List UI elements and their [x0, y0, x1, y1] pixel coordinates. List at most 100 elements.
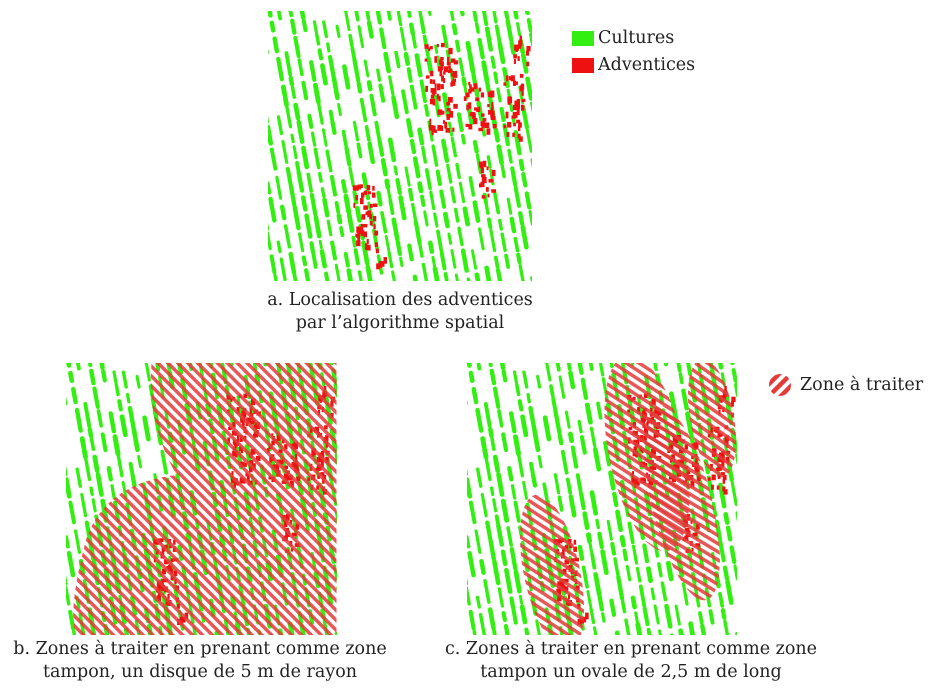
- weed-spot: [359, 198, 364, 205]
- crop-segment: [504, 253, 511, 269]
- crop-segment: [592, 626, 598, 635]
- crop-segment: [700, 623, 707, 635]
- crop-segment: [354, 205, 362, 223]
- weed-spot: [486, 128, 491, 135]
- crop-segment: [484, 265, 492, 281]
- crop-segment: [280, 84, 288, 98]
- crop-segment: [89, 486, 94, 497]
- crop-segment: [504, 567, 513, 594]
- weed-spot: [711, 484, 714, 490]
- weed-spot: [730, 401, 734, 407]
- crop-segment: [269, 20, 276, 33]
- crop-segment: [489, 368, 497, 386]
- crop-segment: [306, 172, 313, 193]
- crop-segment: [68, 609, 76, 631]
- crop-segment: [319, 249, 328, 269]
- weed-spot: [436, 93, 439, 100]
- crop-segment: [481, 124, 487, 137]
- crop-segment: [619, 534, 626, 548]
- crop-segment: [421, 145, 428, 164]
- crop-segment: [595, 518, 600, 530]
- weed-localisation-map: [268, 11, 532, 281]
- crop-segment: [309, 241, 316, 254]
- weed-spot: [447, 97, 453, 103]
- crop-segment: [110, 484, 116, 500]
- treatment-zone-oval: [687, 363, 737, 478]
- crop-segment: [378, 83, 386, 103]
- weed-spot: [434, 56, 438, 63]
- crop-segment: [272, 36, 280, 54]
- crop-segment: [376, 68, 382, 82]
- crop-segment: [414, 53, 423, 78]
- crop-segment: [450, 136, 458, 158]
- crop-segment: [510, 484, 517, 500]
- weed-spot: [441, 75, 444, 82]
- crop-segment: [560, 449, 569, 475]
- crop-segment: [356, 81, 363, 94]
- crop-segment: [492, 189, 501, 215]
- weed-spot: [716, 485, 720, 490]
- crop-segment: [486, 217, 493, 230]
- weed-spot: [436, 44, 439, 48]
- crop-segment: [502, 66, 510, 89]
- crop-segment: [411, 34, 417, 49]
- crop-segment: [137, 455, 143, 469]
- crop-segment: [551, 397, 557, 411]
- crop-segment: [509, 596, 516, 610]
- crop-segment: [490, 437, 496, 451]
- crop-segment: [395, 177, 402, 196]
- weed-spot: [723, 474, 727, 481]
- crop-segment: [513, 569, 522, 594]
- crop-segment: [344, 11, 351, 32]
- weed-spot: [366, 185, 371, 191]
- weed-spot: [440, 42, 445, 48]
- weed-spot: [473, 83, 478, 90]
- crop-segment: [66, 363, 72, 368]
- crop-segment: [492, 629, 497, 635]
- crop-segment: [310, 131, 317, 147]
- crop-segment: [723, 619, 730, 635]
- weed-spot: [375, 248, 379, 254]
- crop-segment: [449, 11, 455, 21]
- crop-segment: [426, 55, 434, 75]
- crop-segment: [468, 176, 476, 197]
- crop-segment: [500, 498, 510, 523]
- crop-segment: [725, 579, 734, 605]
- crop-segment: [557, 495, 564, 512]
- crop-segment: [317, 102, 324, 125]
- crop-segment: [509, 216, 517, 234]
- crop-segment: [460, 248, 469, 273]
- weed-spot: [481, 174, 486, 178]
- crop-segment: [653, 363, 658, 372]
- crop-segment: [74, 407, 83, 433]
- crop-segment: [517, 399, 524, 412]
- crop-segment: [586, 532, 593, 544]
- crop-segment: [492, 11, 498, 24]
- crop-segment: [467, 477, 473, 499]
- crop-segment: [412, 156, 421, 179]
- weed-spot: [514, 81, 518, 86]
- crop-segment: [606, 519, 613, 541]
- crop-segment: [678, 628, 684, 635]
- weed-spot: [517, 126, 521, 132]
- legend-adventices-label: Adventices: [598, 55, 696, 75]
- crop-segment: [467, 51, 476, 74]
- weed-spot: [491, 189, 497, 193]
- crop-segment: [282, 95, 289, 108]
- crop-segment: [394, 50, 401, 69]
- crop-segment: [496, 87, 502, 103]
- weed-spot: [438, 110, 443, 115]
- crop-segment: [488, 538, 496, 561]
- crop-segment: [441, 138, 450, 163]
- crop-segment: [581, 565, 589, 589]
- crop-segment: [121, 370, 128, 389]
- crop-segment: [497, 409, 504, 428]
- caption-c: c. Zones à traiter en prenant comme zone…: [431, 638, 831, 684]
- weed-spot: [525, 50, 530, 56]
- crop-segment: [507, 465, 514, 482]
- crop-segment: [493, 127, 500, 143]
- diagonal-stripes-disc-icon: [768, 373, 792, 397]
- caption-a-line1: a. Localisation des adventices: [267, 290, 533, 310]
- crop-segment: [555, 363, 561, 372]
- crop-segment: [447, 232, 453, 245]
